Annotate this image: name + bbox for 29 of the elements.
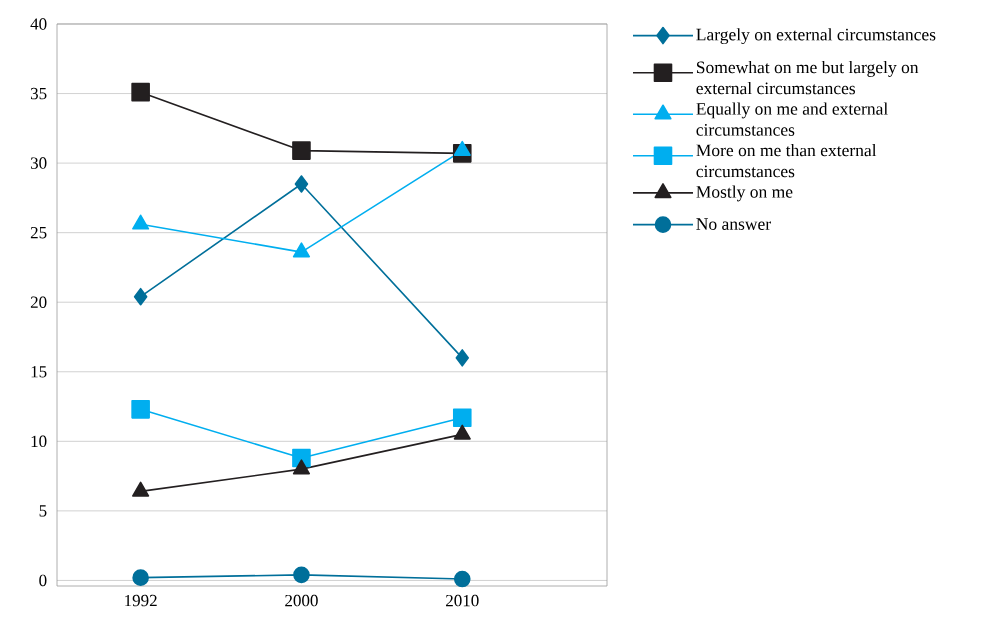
point [133,287,148,306]
x-tick-label: 1992 [125,594,157,607]
y-tick-label: 10 [31,435,47,448]
y-tick-label: 5 [39,505,47,517]
y-tick-label: 25 [30,226,47,239]
legend-label: More on me than external circumstances [696,143,877,178]
x-tick-label: 2000 [285,594,318,607]
point [131,82,150,102]
point [294,175,309,193]
point [131,400,150,419]
point [132,569,149,586]
y-tick-label: 35 [30,87,47,100]
point [455,349,470,367]
y-tick-label: 20 [30,296,47,308]
point [293,566,310,584]
point [292,141,311,160]
y-tick-label: 15 [31,366,47,378]
x-tick-label: 2010 [446,594,479,607]
legend-label: Somewhat on me but largely on external circumstances [696,60,919,95]
point [292,242,311,258]
y-tick-label: 40 [30,18,47,30]
point [453,570,471,588]
legend-label: No answer [696,218,771,230]
y-tick-label: 0 [39,574,47,587]
point [452,408,472,427]
legend-label: Largely on external circumstances [696,28,936,45]
y-tick-label: 30 [30,157,47,169]
legend-label: Mostly on me [696,185,793,202]
legend-label: Equally on me and external circumstances [696,102,888,136]
